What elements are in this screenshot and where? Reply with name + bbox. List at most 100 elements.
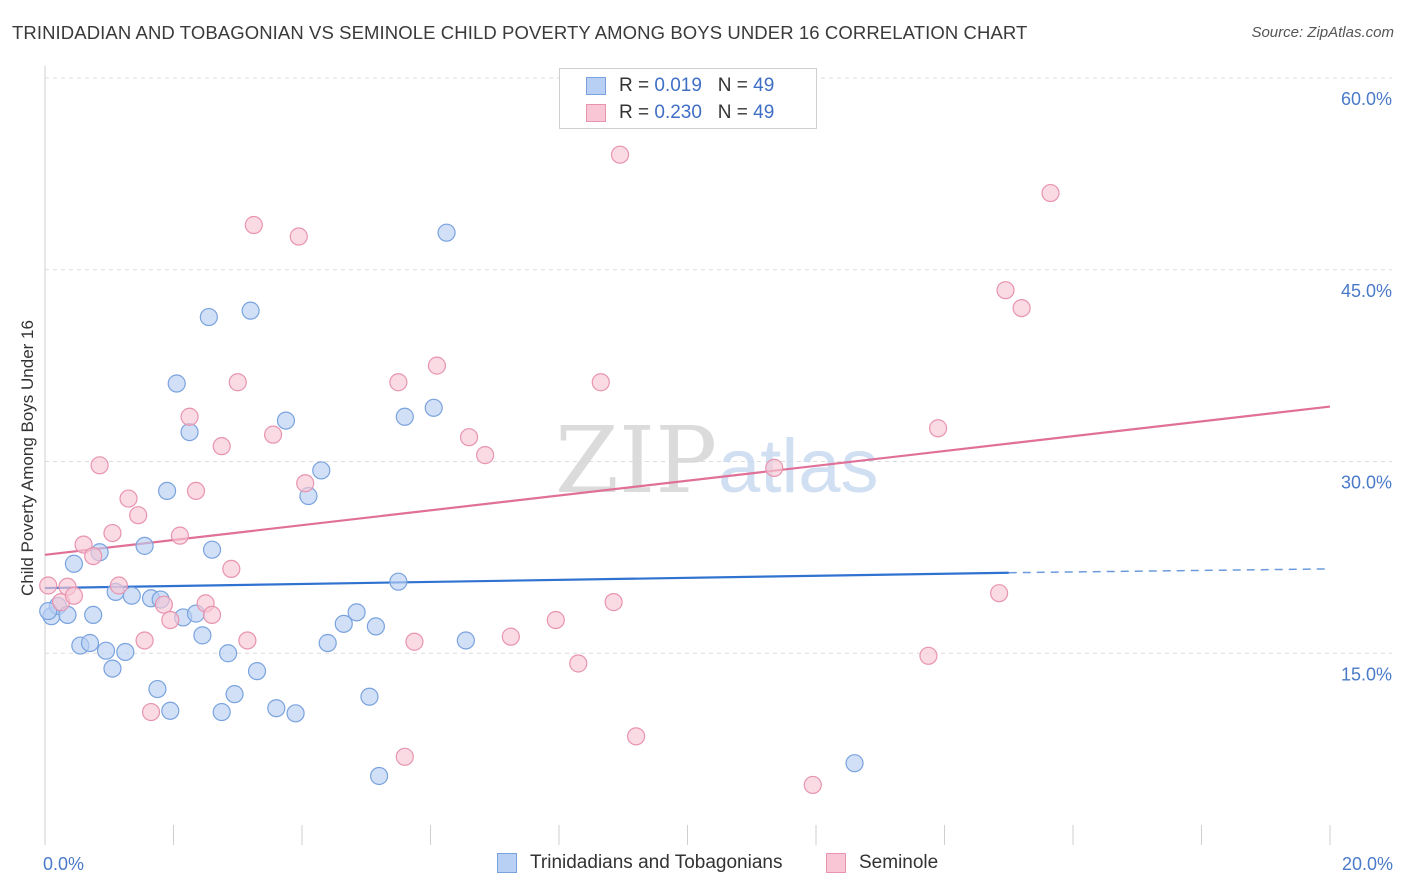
data-point-trinidadian	[845, 754, 864, 773]
data-point-seminole	[990, 584, 1009, 603]
data-point-seminole	[604, 593, 623, 612]
data-point-trinidadian	[312, 461, 331, 480]
data-point-seminole	[569, 654, 588, 673]
data-point-seminole	[476, 446, 495, 465]
data-point-trinidadian	[84, 605, 103, 625]
data-point-seminole	[141, 702, 161, 722]
x-tick-label: 20.0%	[1342, 854, 1393, 874]
series-swatch-pink	[826, 853, 846, 873]
data-point-trinidadian	[456, 631, 475, 650]
data-point-seminole	[129, 506, 148, 525]
series-swatch-blue	[497, 853, 517, 873]
data-point-trinidadian	[247, 662, 267, 681]
data-point-trinidadian	[225, 685, 244, 704]
data-point-trinidadian	[286, 704, 305, 723]
data-point-seminole	[170, 526, 190, 545]
y-tick-label: 15.0%	[1341, 664, 1392, 684]
data-point-trinidadian	[370, 766, 389, 786]
legend-swatch-blue	[586, 77, 606, 95]
data-point-trinidadian	[334, 614, 353, 633]
data-point-trinidadian	[360, 687, 379, 706]
data-point-trinidadian	[161, 701, 180, 720]
legend-n-label: N =	[717, 102, 748, 123]
data-point-seminole	[996, 281, 1015, 300]
data-point-seminole	[591, 373, 610, 392]
legend-r-value: 0.230	[654, 102, 702, 123]
data-point-seminole	[180, 407, 199, 426]
data-point-trinidadian	[437, 223, 456, 242]
data-point-trinidadian	[64, 554, 84, 573]
chart-title: TRINIDADIAN AND TOBAGONIAN VS SEMINOLE C…	[12, 22, 1028, 43]
series-legend-label: Trinidadians and Tobagonians	[530, 852, 783, 873]
data-point-seminole	[919, 646, 938, 665]
data-point-trinidadian	[193, 626, 212, 645]
watermark: ZIP atlas	[555, 407, 879, 514]
data-point-trinidadian	[96, 641, 116, 660]
watermark-atlas: atlas	[718, 424, 879, 509]
legend-r-label: R =	[619, 102, 650, 123]
data-point-seminole	[244, 215, 263, 235]
data-point-seminole	[626, 727, 646, 746]
data-point-seminole	[228, 373, 247, 392]
data-point-seminole	[405, 632, 424, 651]
data-point-seminole	[928, 419, 948, 438]
data-point-seminole	[238, 631, 257, 650]
y-tick-label: 60.0%	[1341, 89, 1392, 109]
data-point-seminole	[154, 595, 173, 614]
data-point-seminole	[501, 627, 520, 646]
data-point-seminole	[39, 576, 58, 595]
data-point-seminole	[84, 546, 103, 566]
data-point-seminole	[610, 145, 630, 164]
data-point-seminole	[119, 489, 138, 508]
data-points	[39, 145, 1060, 795]
data-point-seminole	[64, 586, 84, 605]
series-legend: Trinidadians and Tobagonians Seminole	[0, 851, 1406, 879]
data-point-trinidadian	[318, 633, 337, 653]
data-point-seminole	[263, 425, 283, 444]
data-point-seminole	[202, 605, 222, 625]
gridlines	[45, 77, 1392, 654]
data-point-trinidadian	[212, 702, 231, 722]
data-point-trinidadian	[389, 572, 408, 591]
x-tick-label: 0.0%	[43, 854, 84, 874]
data-point-trinidadian	[39, 601, 58, 621]
data-point-trinidadian	[241, 301, 260, 320]
data-point-seminole	[161, 610, 180, 630]
data-point-seminole	[459, 428, 479, 447]
data-point-seminole	[395, 747, 414, 766]
data-point-seminole	[186, 481, 206, 501]
correlation-legend: R = 0.019 N = 49 R = 0.230 N = 49	[559, 68, 817, 129]
data-point-seminole	[103, 523, 122, 543]
trendline-trinidadian	[44, 571, 1009, 590]
data-point-trinidadian	[103, 659, 122, 678]
legend-n-label: N =	[717, 75, 748, 96]
data-point-trinidadian	[148, 679, 167, 699]
data-point-trinidadian	[276, 411, 296, 430]
legend-r-value: 0.019	[654, 75, 702, 96]
data-point-seminole	[389, 373, 408, 392]
chart-source: Source: ZipAtlas.com	[1251, 24, 1394, 41]
data-point-trinidadian	[395, 407, 414, 426]
data-point-trinidadian	[116, 642, 135, 662]
data-point-trinidadian	[180, 422, 199, 442]
data-point-seminole	[289, 227, 308, 246]
data-point-seminole	[222, 559, 241, 578]
data-point-trinidadian	[366, 617, 385, 636]
data-point-trinidadian	[347, 603, 366, 622]
data-point-seminole	[803, 775, 822, 795]
legend-n-value: 49	[753, 75, 775, 96]
trendlines	[44, 405, 1331, 590]
data-point-trinidadian	[80, 633, 100, 653]
data-point-seminole	[296, 474, 315, 493]
data-point-seminole	[546, 610, 565, 630]
data-point-seminole	[1012, 299, 1031, 318]
data-point-seminole	[90, 456, 109, 475]
watermark-zip: ZIP	[555, 407, 717, 514]
data-point-seminole	[135, 631, 154, 650]
data-point-trinidadian	[199, 307, 218, 327]
data-point-seminole	[1041, 183, 1060, 203]
data-point-seminole	[212, 437, 231, 456]
y-axis-label: Child Poverty Among Boys Under 16	[18, 320, 37, 596]
trendline-seminole	[44, 405, 1331, 556]
